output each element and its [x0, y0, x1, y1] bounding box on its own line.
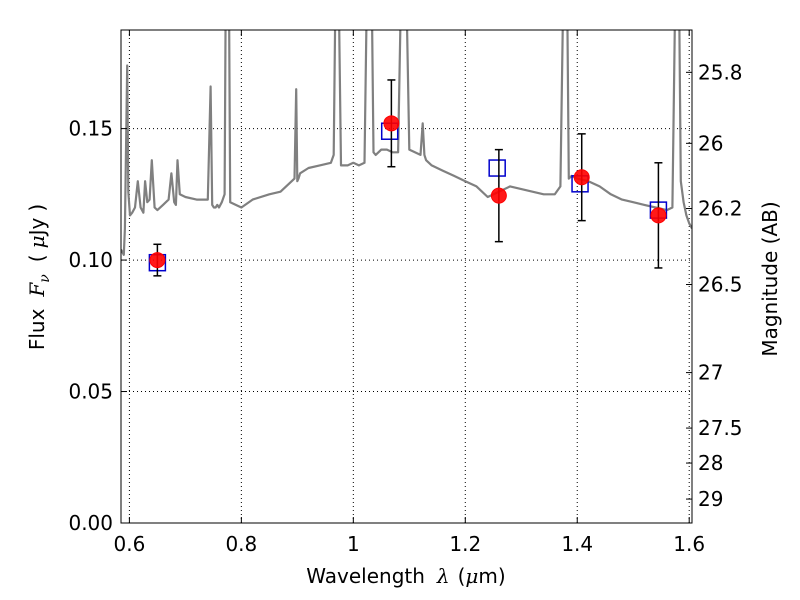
plot-frame — [120, 29, 693, 524]
observed-point — [650, 207, 667, 224]
y2-axis-label: Magnitude (AB) — [758, 201, 782, 356]
x-tick-label: 1.2 — [449, 532, 481, 556]
observed-point — [490, 187, 507, 204]
observed-point — [573, 169, 590, 186]
y-axis-label: FluxFν(μJy) — [25, 204, 53, 350]
y2-tick-label: 28 — [698, 451, 723, 475]
x-tick-label: 1 — [347, 532, 360, 556]
x-tick-label: 1.4 — [561, 532, 593, 556]
x-axis-label: Wavelength λ (μm) — [306, 564, 505, 588]
y2-tick-label: 29 — [698, 487, 723, 511]
y2-tick-label: 27 — [698, 361, 723, 385]
y2-tick-label: 26.5 — [698, 273, 743, 297]
x-tick-label: 1.6 — [673, 532, 705, 556]
tick-layer: 0.6 0.8 1 1.2 1.4 1.6 0.00 0.05 0.10 0.15 25.8 26 26… — [68, 30, 743, 556]
plot-layer — [121, 30, 692, 277]
observed-point — [383, 115, 400, 132]
x-tick-label: 0.6 — [113, 532, 145, 556]
grid-layer — [121, 30, 692, 523]
y2-tick-label: 26 — [698, 131, 723, 155]
model-point — [488, 159, 506, 177]
y2-tick-label: 26.2 — [698, 197, 743, 221]
y-tick-label: 0.15 — [68, 117, 113, 141]
y-tick-label: 0.05 — [68, 380, 113, 404]
y2-tick-label: 27.5 — [698, 416, 743, 440]
spectrum-line — [121, 30, 692, 256]
y-tick-label: 0.10 — [68, 248, 113, 272]
y2-tick-label: 25.8 — [698, 60, 743, 84]
observed-point — [149, 252, 166, 269]
x-tick-label: 0.8 — [225, 532, 257, 556]
y-tick-label: 0.00 — [68, 511, 113, 535]
